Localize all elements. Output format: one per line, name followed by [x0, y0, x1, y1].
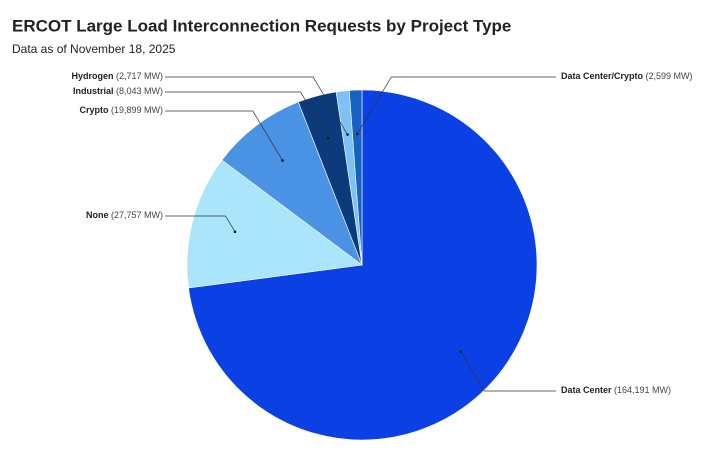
slice-value: (2,717 MW) [116, 71, 163, 81]
chart-subtitle: Data as of November 18, 2025 [12, 42, 176, 56]
slice-label: Data Center (164,191 MW) [561, 385, 671, 395]
slice-label: Industrial (8,043 MW) [73, 86, 163, 96]
slice-value: (2,599 MW) [646, 71, 693, 81]
pie-slice [221, 101, 363, 266]
pie-slice [188, 89, 538, 441]
slice-name: Industrial [73, 86, 114, 96]
leader-line [165, 215, 236, 232]
slice-name: None [86, 210, 109, 220]
leader-dot [355, 132, 359, 136]
slice-value: (27,757 MW) [111, 210, 163, 220]
leader-line [165, 76, 348, 135]
leader-line [165, 91, 329, 139]
leader-dot [459, 350, 463, 353]
leader-dot [233, 230, 237, 234]
pie-slice [349, 89, 363, 266]
leader-dot [346, 133, 349, 136]
slice-name: Data Center [561, 385, 612, 395]
slice-name: Crypto [79, 105, 109, 115]
leader-dot [281, 159, 284, 162]
leader-line [460, 351, 556, 392]
slice-value: (164,191 MW) [614, 385, 671, 395]
slice-label: None (27,757 MW) [86, 210, 163, 220]
slice-value: (8,043 MW) [116, 86, 163, 96]
slice-name: Data Center/Crypto [561, 71, 644, 81]
leader-line [165, 110, 283, 161]
leader-dot [326, 136, 330, 140]
pie-slice [186, 159, 363, 289]
slice-name: Hydrogen [71, 71, 113, 81]
slice-label: Data Center/Crypto (2,599 MW) [561, 71, 693, 81]
slice-label: Crypto (19,899 MW) [79, 105, 163, 115]
slice-value: (19,899 MW) [111, 105, 163, 115]
leader-line [356, 76, 556, 135]
chart-title: ERCOT Large Load Interconnection Request… [12, 16, 511, 35]
slice-label: Hydrogen (2,717 MW) [71, 71, 163, 81]
